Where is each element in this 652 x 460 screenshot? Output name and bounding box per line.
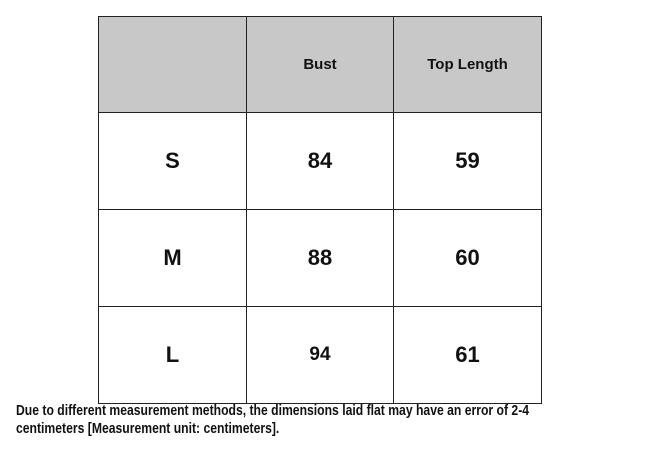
- header-cell-top-length: Top Length: [393, 16, 542, 113]
- size-cell: M: [98, 209, 247, 307]
- header-cell-bust: Bust: [246, 16, 394, 113]
- top-length-cell: 60: [393, 209, 542, 307]
- size-cell: S: [98, 112, 247, 210]
- bust-cell: 94: [246, 306, 394, 404]
- table-row: L 94 61: [98, 306, 542, 404]
- bust-cell: 84: [246, 112, 394, 210]
- measurement-note: Due to different measurement methods, th…: [16, 402, 621, 438]
- size-chart-table: Bust Top Length S 84 59 M 88 60 L 94 61: [98, 16, 542, 404]
- header-cell-size: [98, 16, 247, 113]
- top-length-cell: 59: [393, 112, 542, 210]
- table-header-row: Bust Top Length: [98, 16, 542, 113]
- bust-cell: 88: [246, 209, 394, 307]
- table-row: S 84 59: [98, 112, 542, 210]
- size-cell: L: [98, 306, 247, 404]
- top-length-cell: 61: [393, 306, 542, 404]
- measurement-note-line-1: Due to different measurement methods, th…: [16, 403, 530, 419]
- measurement-note-line-2: centimeters [Measurement unit: centimete…: [16, 421, 280, 437]
- table-row: M 88 60: [98, 209, 542, 307]
